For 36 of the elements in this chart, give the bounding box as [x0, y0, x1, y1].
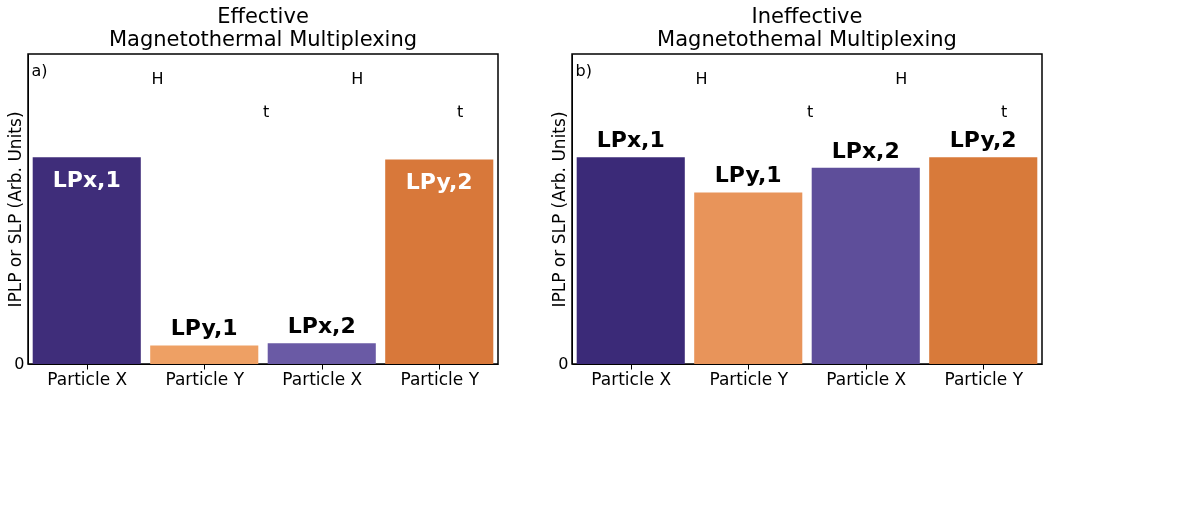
text: LPx,1	[596, 127, 665, 153]
bar	[385, 159, 494, 364]
annotation: LPy,1	[170, 315, 238, 341]
y-axis-title: IPLP or SLP (Arb. Units)	[4, 111, 25, 308]
x-tick-label: Particle Y	[400, 368, 480, 389]
text: t	[807, 101, 814, 121]
chart-title: Ineffective Magnetothemal Multiplexing	[657, 4, 957, 51]
annotation: LPx,2	[287, 313, 356, 339]
x-tick-label: Particle X	[282, 368, 363, 389]
annotation: LPx,2	[831, 137, 900, 163]
text: H	[351, 68, 364, 88]
x-tick-label: Particle X	[826, 368, 907, 389]
text: 0	[14, 354, 25, 373]
text: 0	[558, 354, 569, 373]
x-tick-label: Particle Y	[165, 368, 245, 389]
y-axis-title: IPLP or SLP (Arb. Units)	[548, 111, 569, 308]
annotation: LPy,2	[405, 169, 473, 195]
annotation: LPx,1	[52, 167, 121, 193]
chart-title: Effective Magnetothermal Multiplexing	[108, 4, 418, 51]
x-tick-label: Particle Y	[944, 368, 1024, 389]
x-tick-label: Particle Y	[709, 368, 789, 389]
text: t	[456, 101, 464, 121]
bar	[32, 157, 141, 364]
x-tick-label: Particle X	[591, 368, 672, 389]
text: H	[895, 68, 908, 88]
text: b)	[575, 60, 592, 80]
text: t	[263, 101, 270, 121]
text: H	[151, 68, 164, 88]
bar	[267, 343, 376, 364]
text: LPy,2	[949, 127, 1017, 153]
x-tick-label: Particle X	[47, 368, 128, 389]
bar	[150, 345, 259, 364]
text: a)	[31, 60, 48, 80]
annotation: LPy,1	[714, 162, 782, 188]
text: t	[1000, 101, 1008, 121]
text: H	[695, 68, 708, 88]
